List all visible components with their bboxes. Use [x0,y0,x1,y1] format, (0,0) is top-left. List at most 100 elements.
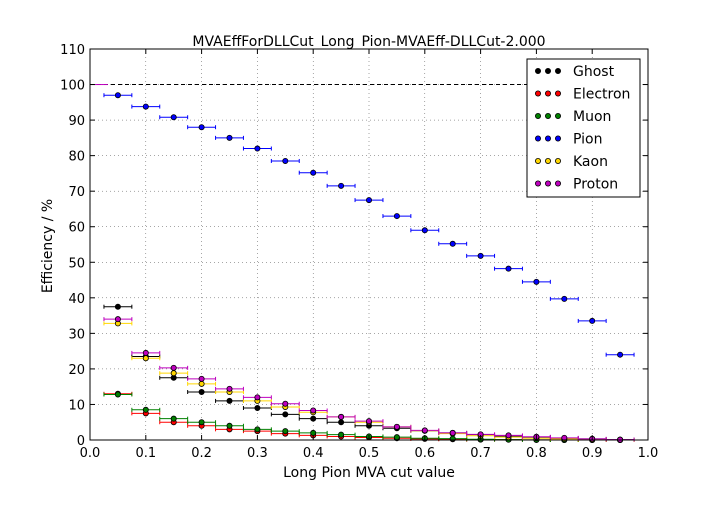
proton-data-point [505,432,512,439]
ticks: 0.0 0.1 0.2 0.3 0.4 0.5 0.6 0.7 0.8 0.9 1.0 0 10 20 30… [60,43,658,461]
legend-marker-muon [555,113,562,120]
y-tick-label: 80 [68,150,85,165]
legend-marker-pion [555,135,562,142]
legend-marker-kaon [535,157,542,164]
pion-data-point [421,227,428,234]
legend-label-muon: Muon [573,109,611,125]
ghost-data-point [338,419,345,426]
pion-data-point [449,240,456,247]
proton-data-point [170,364,177,371]
proton-data-point [449,429,456,436]
muon-data-point [254,426,261,433]
y-tick-label: 50 [68,256,85,271]
x-tick-label: 0.8 [526,446,547,461]
pion-data-point [226,134,233,141]
legend-marker-kaon [555,157,562,164]
legend-label-electron: Electron [573,87,630,103]
legend-marker-proton [545,180,552,187]
legend-marker-ghost [535,68,542,75]
legend-marker-ghost [555,68,562,75]
pion-data-point [561,295,568,302]
ghost-data-point [114,303,121,310]
legend-item-kaon: Kaon [535,154,608,170]
x-tick-label: 0.2 [191,446,212,461]
pion-data-point [365,197,372,204]
legend-item-muon: Muon [535,109,611,125]
proton-data-point [142,349,149,356]
ghost-data-point [226,397,233,404]
y-tick-label: 60 [68,221,85,236]
x-tick-label: 1.0 [638,446,659,461]
legend-marker-ghost [545,68,552,75]
pion-data-point [142,103,149,110]
y-tick-label: 0 [77,434,85,449]
proton-data-point [282,400,289,407]
pion-data-point [310,169,317,176]
pion-data-point [505,265,512,272]
muon-data-point [198,419,205,426]
proton-data-point [310,407,317,414]
muon-data-point [310,429,317,436]
y-tick-label: 90 [68,114,85,129]
pion-data-point [198,124,205,131]
pion-data-point [170,114,177,121]
ghost-data-point [198,389,205,396]
kaon-data-point [142,355,149,362]
ghost-data-point [254,405,261,412]
x-tick-label: 0.5 [359,446,380,461]
pion-data-point [254,145,261,152]
x-tick-label: 0.9 [582,446,603,461]
muon-data-point [282,428,289,435]
pion-data-point [477,252,484,259]
x-tick-label: 0.7 [470,446,491,461]
y-axis-label: Efficiency / % [40,199,56,293]
pion-data-point [338,182,345,189]
y-tick-label: 110 [60,43,85,58]
legend-marker-pion [545,135,552,142]
x-tick-label: 0.4 [303,446,324,461]
series-pion [103,92,635,358]
y-tick-label: 30 [68,327,85,342]
y-tick-label: 70 [68,185,85,200]
y-tick-label: 100 [60,79,85,94]
proton-data-point [226,385,233,392]
legend-item-ghost: Ghost [535,64,615,80]
kaon-data-point [198,380,205,387]
legend-item-proton: Proton [535,177,618,193]
legend-marker-proton [555,180,562,187]
muon-data-point [170,415,177,422]
proton-data-point [338,413,345,420]
legend-item-electron: Electron [535,87,630,103]
x-tick-label: 0.6 [414,446,435,461]
ghost-data-point [282,411,289,418]
legend-label-pion: Pion [573,132,602,148]
chart-title: MVAEffForDLLCut_Long_Pion-MVAEff-DLLCut-… [192,34,545,50]
x-axis-label: Long Pion MVA cut value [283,465,455,481]
legend-marker-electron [535,90,542,97]
pion-data-point [589,317,596,324]
legend-label-kaon: Kaon [573,154,608,170]
pion-data-point [533,278,540,285]
legend-marker-muon [545,113,552,120]
pion-data-point [617,351,624,358]
legend-item-pion: Pion [535,132,602,148]
proton-data-point [421,427,428,434]
x-tick-label: 0.0 [80,446,101,461]
x-tick-label: 0.3 [247,446,268,461]
muon-data-point [114,391,121,398]
legend-box [526,58,641,198]
proton-data-point [365,418,372,425]
proton-data-point [198,375,205,382]
muon-data-point [226,422,233,429]
proton-data-point [393,423,400,430]
y-tick-label: 20 [68,363,85,378]
y-tick-label: 10 [68,398,85,413]
muon-data-point [142,406,149,413]
legend-marker-kaon [545,157,552,164]
legend-marker-proton [535,180,542,187]
pion-data-point [114,92,121,99]
proton-data-point [254,394,261,401]
muon-data-point [338,431,345,438]
